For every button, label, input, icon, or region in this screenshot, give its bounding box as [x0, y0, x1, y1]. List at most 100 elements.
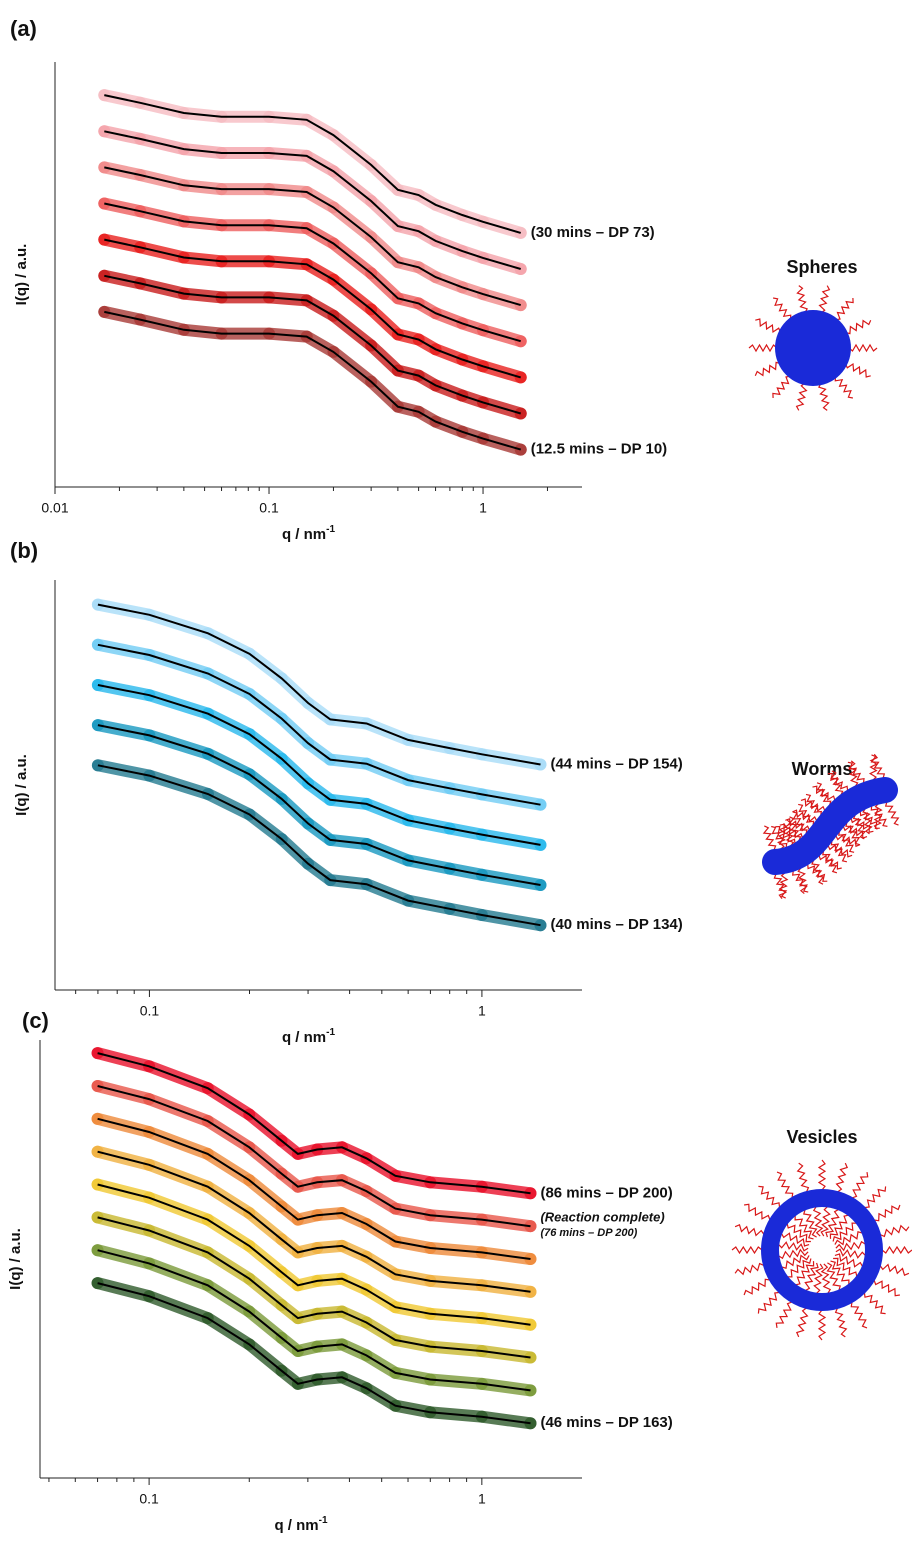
corona-chain [818, 382, 830, 411]
vesicle-membrane [761, 1189, 883, 1311]
corona-chain [762, 825, 777, 851]
corona-chain [776, 1171, 794, 1199]
corona-chain [829, 1214, 849, 1239]
structure-label: Worms [792, 759, 853, 779]
corona-chain [830, 770, 844, 796]
x-axis-title: q / nm-1 [282, 524, 336, 543]
corona-chain [830, 1260, 850, 1285]
fit-line [104, 202, 521, 343]
structure-illustration [748, 285, 878, 411]
corona-chain [795, 1307, 809, 1338]
x-axis-title-sup: -1 [326, 1027, 335, 1038]
corona-chain [868, 753, 879, 781]
series-sublabel: (76 mins – DP 200) [540, 1227, 637, 1239]
corona-chain [755, 318, 782, 334]
corona-chain [820, 1263, 832, 1294]
corona-chain [825, 1208, 840, 1238]
corona-chain [834, 1231, 863, 1246]
corona-chain [758, 1185, 781, 1208]
corona-chain [873, 1204, 901, 1222]
fit-line [97, 764, 541, 927]
corona-chain [813, 1263, 824, 1295]
corona-chain [881, 1245, 912, 1255]
corona-chain [805, 793, 822, 816]
corona-chain [864, 1186, 887, 1209]
x-tick-label: 0.01 [41, 500, 68, 516]
panel-label: (a) [10, 16, 37, 41]
corona-chain [850, 1301, 868, 1329]
structure-illustration [762, 753, 900, 899]
corona-chain [731, 1245, 763, 1255]
data-point [514, 335, 527, 348]
panel: (a) 0.01 0.1 1 q / nm-1 I(q) / a.u. (30 mins –… [10, 16, 878, 543]
corona-chain [847, 760, 859, 787]
corona-chain [734, 1262, 765, 1276]
sphere-core [775, 310, 851, 386]
structure-label: Vesicles [786, 1127, 857, 1147]
fit-line [104, 310, 521, 451]
series-label: (86 mins – DP 200) [540, 1184, 672, 1201]
corona-chain [835, 297, 854, 321]
data-point [514, 262, 527, 275]
corona-chain [859, 811, 880, 830]
corona-chain [772, 375, 791, 399]
series-label: (44 mins – DP 154) [550, 755, 682, 772]
corona-chain [851, 1172, 869, 1199]
fit-line [97, 1249, 531, 1392]
structure-label: Spheres [786, 257, 857, 277]
corona-chain [795, 1261, 815, 1286]
corona-chain [845, 319, 872, 335]
x-tick-label: 0.1 [259, 500, 279, 516]
corona-chain [812, 785, 836, 801]
corona-chain [781, 1254, 810, 1269]
series-label: (Reaction complete) [540, 1210, 664, 1225]
panel-label: (b) [10, 538, 38, 563]
corona-chain [787, 1258, 812, 1278]
panel-label: (c) [22, 1008, 49, 1033]
panel: (b) 0.1 1 q / nm-1 I(q) / a.u. (44 mins – DP … [10, 538, 900, 1046]
fit-line [104, 130, 521, 270]
x-tick-label: 0.1 [139, 1491, 159, 1507]
series-label: (12.5 mins – DP 10) [531, 441, 667, 458]
corona-chain [835, 1240, 866, 1252]
corona-chain [873, 803, 883, 830]
worm-core [762, 777, 898, 875]
corona-chain [787, 816, 802, 842]
data-point [91, 1277, 104, 1290]
corona-chain [780, 1232, 810, 1247]
corona-chain [743, 1278, 771, 1296]
data-point [91, 1047, 104, 1060]
data-point [91, 1112, 104, 1125]
corona-chain [848, 343, 878, 353]
corona-chain [754, 361, 781, 377]
data-point [514, 443, 527, 456]
fit-line [104, 166, 521, 307]
data-point [91, 1211, 104, 1224]
data-point [514, 371, 527, 384]
fit-line [97, 1216, 531, 1359]
fit-line [104, 274, 521, 415]
corona-chain [778, 1248, 809, 1260]
corona-chain [779, 823, 804, 839]
x-tick-label: 1 [479, 500, 487, 516]
data-point [514, 299, 527, 312]
corona-chain [803, 1209, 818, 1238]
fit-line [97, 643, 541, 806]
corona-chain [863, 1292, 886, 1315]
corona-chain [797, 867, 808, 895]
corona-chain [795, 382, 808, 411]
x-axis-title-sup: -1 [319, 1515, 328, 1526]
corona-chain [734, 1223, 765, 1237]
corona-chain [870, 805, 888, 827]
corona-chain [744, 1203, 771, 1221]
corona-chain [812, 1206, 824, 1237]
corona-chain [804, 1262, 819, 1292]
corona-chain [847, 761, 865, 784]
fit-line [104, 94, 521, 234]
corona-chain [800, 798, 826, 813]
corona-chain [773, 873, 788, 899]
corona-chain [794, 1215, 814, 1240]
fit-line [97, 1117, 531, 1260]
corona-chain [844, 362, 871, 378]
